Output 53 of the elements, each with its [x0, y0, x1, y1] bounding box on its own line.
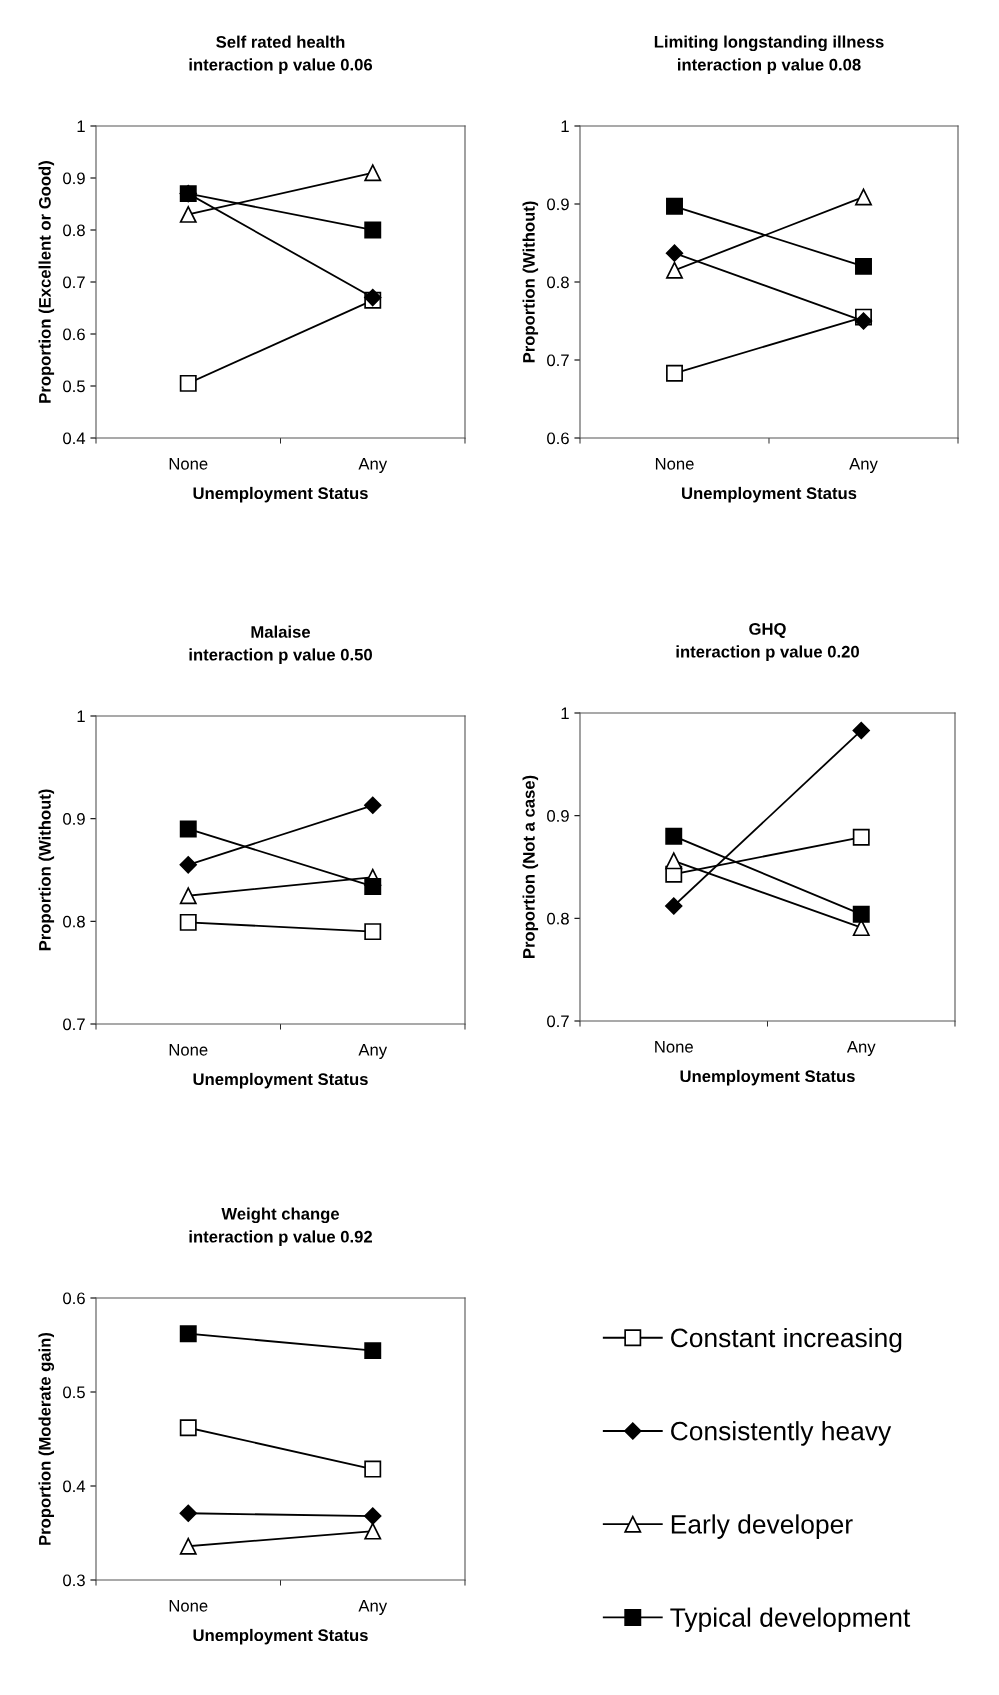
x-axis-title: Unemployment Status	[193, 1628, 368, 1645]
y-tick-label: 0.7	[547, 354, 569, 367]
y-tick-label: 0.4	[63, 432, 86, 445]
y-axis-title: Proportion (Excellent or Good)	[38, 161, 55, 403]
x-tick-label: Any	[846, 1041, 876, 1056]
y-tick-label: 0.7	[547, 1015, 569, 1028]
x-axis-title: Unemployment Status	[682, 486, 857, 503]
chart-title: GHQ interaction p value 0.20	[676, 623, 859, 661]
y-tick-label: 0.7	[63, 276, 85, 289]
x-tick-label: None	[169, 1600, 208, 1612]
x-tick-label: Any	[358, 1600, 388, 1615]
y-tick-label: 0.9	[63, 172, 85, 185]
x-tick-label: Any	[849, 458, 878, 473]
x-tick-label: Any	[358, 1044, 388, 1059]
x-tick-label: None	[169, 458, 208, 470]
y-tick-label: 0.5	[63, 1386, 85, 1399]
y-tick-label: 1	[561, 707, 569, 720]
y-tick-label: 0.6	[547, 432, 569, 445]
x-axis-title: Unemployment Status	[193, 486, 368, 503]
y-axis-title: Proportion (Without)	[38, 789, 55, 951]
y-tick-label: 0.9	[63, 813, 85, 825]
legend-label: Constant increasing	[671, 1327, 902, 1353]
x-tick-label: Any	[358, 458, 388, 473]
y-tick-label: 0.6	[63, 328, 85, 341]
y-axis-title: Proportion (Not a case)	[522, 775, 539, 959]
legend-label: Typical development	[670, 1607, 911, 1633]
x-tick-label: None	[655, 458, 694, 470]
y-tick-label: 0.7	[63, 1018, 85, 1031]
y-tick-label: 0.9	[547, 198, 569, 211]
y-tick-label: 0.8	[63, 224, 85, 237]
y-tick-label: 0.8	[547, 276, 569, 289]
chart-title: Malaise interaction p value 0.50	[189, 625, 372, 664]
legend-label: Consistently heavy	[671, 1421, 892, 1446]
x-axis-title: Unemployment Status	[193, 1072, 368, 1089]
legend-label: Early developer	[671, 1514, 853, 1539]
y-tick-label: 0.8	[547, 912, 569, 925]
y-tick-label: 0.6	[63, 1292, 85, 1305]
chart-title: Weight change interaction p value 0.92	[189, 1207, 372, 1246]
y-tick-label: 1	[561, 120, 569, 133]
y-axis-title: Proportion (Moderate gain)	[38, 1332, 55, 1545]
y-tick-label: 0.5	[63, 380, 85, 393]
y-tick-label: 0.4	[63, 1480, 86, 1493]
y-tick-label: 1	[77, 710, 85, 723]
y-tick-label: 0.9	[547, 810, 569, 822]
x-tick-label: None	[655, 1041, 693, 1053]
y-axis-title: Proportion (Without)	[522, 201, 539, 363]
chart-title: Self rated health interaction p value 0.06	[189, 35, 373, 74]
y-tick-label: 0.8	[63, 915, 85, 928]
y-tick-label: 0.3	[63, 1574, 85, 1587]
x-axis-title: Unemployment Status	[680, 1069, 855, 1086]
chart-title: Limiting longstanding illness interaction p value 0.08	[654, 35, 884, 74]
y-tick-label: 1	[77, 120, 85, 133]
x-tick-label: None	[169, 1044, 208, 1056]
